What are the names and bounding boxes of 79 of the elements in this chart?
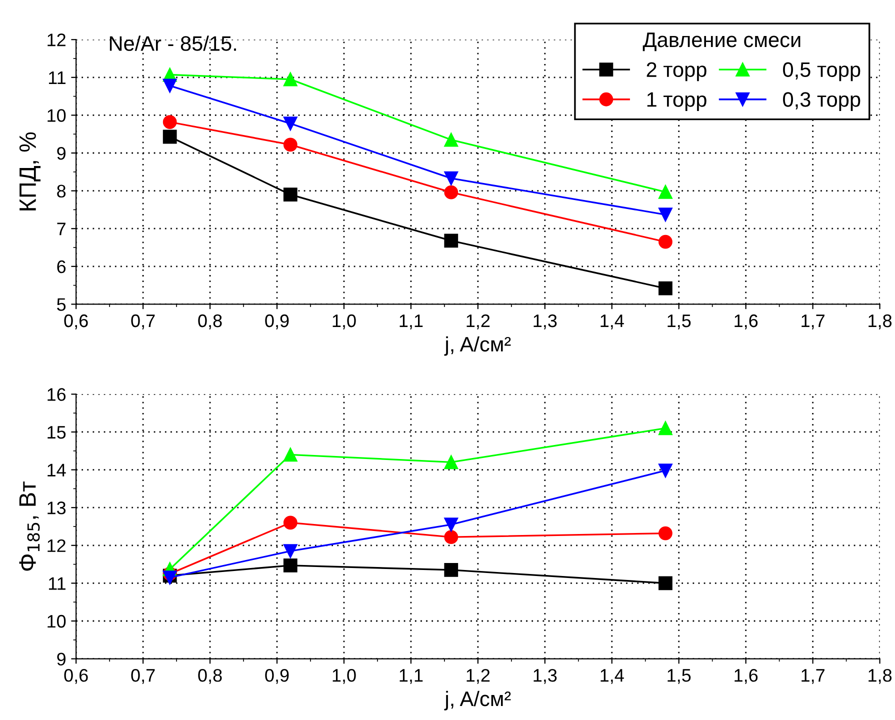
y-tick-label: 11 xyxy=(48,577,66,590)
x-tick-label: 0,7 xyxy=(131,314,155,330)
point xyxy=(444,563,458,577)
x-tick-label: 1,6 xyxy=(734,314,758,330)
point xyxy=(444,234,458,248)
point xyxy=(283,138,298,152)
x-tick-label: 0,9 xyxy=(265,314,289,330)
y-tick-label: 10 xyxy=(48,614,66,628)
x-tick-label: 1,8 xyxy=(868,669,892,684)
x-tick-label: 1,1 xyxy=(400,314,423,330)
point xyxy=(658,526,672,540)
point xyxy=(162,115,177,129)
x-axis-title: j, A/см² xyxy=(444,336,511,356)
y-tick-label: 12 xyxy=(48,539,66,552)
point xyxy=(444,530,458,544)
point xyxy=(162,130,177,144)
x-tick-label: 1,6 xyxy=(734,669,758,684)
x-tick-label: 1,3 xyxy=(534,314,557,330)
point xyxy=(658,234,672,249)
point xyxy=(658,464,672,478)
point xyxy=(658,185,672,199)
x-tick-label: 0,6 xyxy=(64,669,88,684)
point xyxy=(444,171,458,186)
y-tick-label: 16 xyxy=(48,388,66,401)
point xyxy=(444,185,458,200)
x-tick-label: 1,5 xyxy=(668,314,691,330)
x-tick-label: 0,8 xyxy=(198,314,222,330)
x-tick-label: 1,4 xyxy=(600,314,624,330)
x-tick-label: 1,5 xyxy=(668,669,691,684)
point xyxy=(658,208,672,222)
legend-label: 0,5 торр xyxy=(783,62,860,82)
point xyxy=(658,421,672,436)
point xyxy=(658,281,672,296)
point xyxy=(283,188,298,202)
y-tick-label: 5 xyxy=(57,298,66,311)
x-tick-label: 0,7 xyxy=(131,669,155,684)
point xyxy=(658,576,672,590)
x-axis-title: j, A/см² xyxy=(444,690,511,710)
point xyxy=(283,558,298,572)
legend-label: 1 торр xyxy=(647,92,706,111)
point xyxy=(283,116,298,130)
y-tick-label: 15 xyxy=(48,426,66,439)
y-axis-title: КПД, % xyxy=(19,132,41,210)
x-tick-label: 1,2 xyxy=(466,669,490,684)
y-tick-label: 7 xyxy=(57,222,66,236)
point xyxy=(162,78,177,93)
point xyxy=(283,544,298,558)
x-tick-label: 1,0 xyxy=(332,314,356,330)
point xyxy=(283,448,298,462)
legend-label: 2 торр xyxy=(646,62,706,82)
x-tick-label: 0,6 xyxy=(64,314,88,330)
x-tick-label: 1,4 xyxy=(600,669,624,684)
x-tick-label: 1,7 xyxy=(802,669,824,684)
y-axis-title: Φ$_{185}$, Вт xyxy=(19,482,40,571)
y-tick-label: 11 xyxy=(48,72,66,84)
x-tick-label: 1,8 xyxy=(868,314,892,330)
y-tick-label: 14 xyxy=(48,464,66,476)
x-tick-label: 1,2 xyxy=(466,314,490,330)
point xyxy=(283,72,298,86)
x-tick-label: 0,9 xyxy=(265,669,289,684)
legend-title: Давление смеси xyxy=(642,32,800,52)
x-tick-label: 1,7 xyxy=(802,314,824,330)
y-tick-label: 8 xyxy=(57,184,66,198)
point xyxy=(283,516,298,530)
x-tick-label: 1,3 xyxy=(534,669,557,684)
y-tick-label: 9 xyxy=(57,146,66,160)
x-tick-label: 1,0 xyxy=(332,669,356,684)
y-tick-label: 9 xyxy=(57,652,66,666)
y-tick-label: 6 xyxy=(57,260,66,274)
point xyxy=(444,518,458,532)
x-tick-label: 1,1 xyxy=(400,669,423,684)
y-tick-label: 10 xyxy=(48,109,66,122)
y-tick-label: 12 xyxy=(48,34,66,46)
y-tick-label: 13 xyxy=(48,502,66,514)
point xyxy=(444,132,458,147)
x-tick-label: 0,8 xyxy=(198,669,222,684)
point xyxy=(444,455,458,470)
legend-label: 0,3 торр xyxy=(783,92,860,111)
annotation: Ne/Ar - 85/15. xyxy=(110,36,236,51)
